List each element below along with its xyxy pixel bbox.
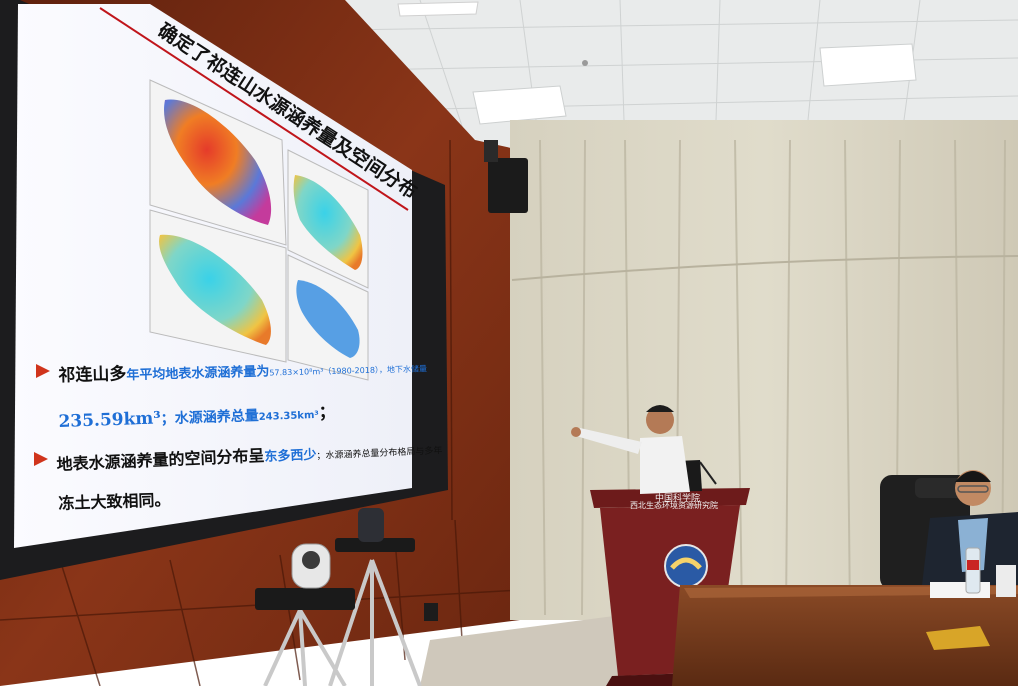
bullet1-line2-end: ；: [318, 402, 337, 423]
podium-label-line2: 西北生态环境资源研究院: [630, 501, 718, 510]
bullet1-highlight: 年平均地表水源涵养量为: [126, 364, 270, 384]
bullet2-highlight: 东多西少: [264, 447, 317, 465]
bullet1-value: 57.83×10⁸m³（1980-2018），地下水储量: [269, 364, 428, 378]
bullet1-prefix: 祁连山多: [58, 364, 127, 386]
slide-bullet2-line2: 冻土大致相同。: [58, 490, 171, 513]
podium-label-line1: 中国科学院: [655, 494, 701, 504]
bullet1-line2-mid: ；水源涵养总量: [160, 408, 259, 428]
bullet1-line2-total: 243.35km³: [258, 409, 319, 423]
map-panels: [149, 79, 369, 381]
bullet1-line2-value: 235.59km³: [58, 408, 162, 432]
